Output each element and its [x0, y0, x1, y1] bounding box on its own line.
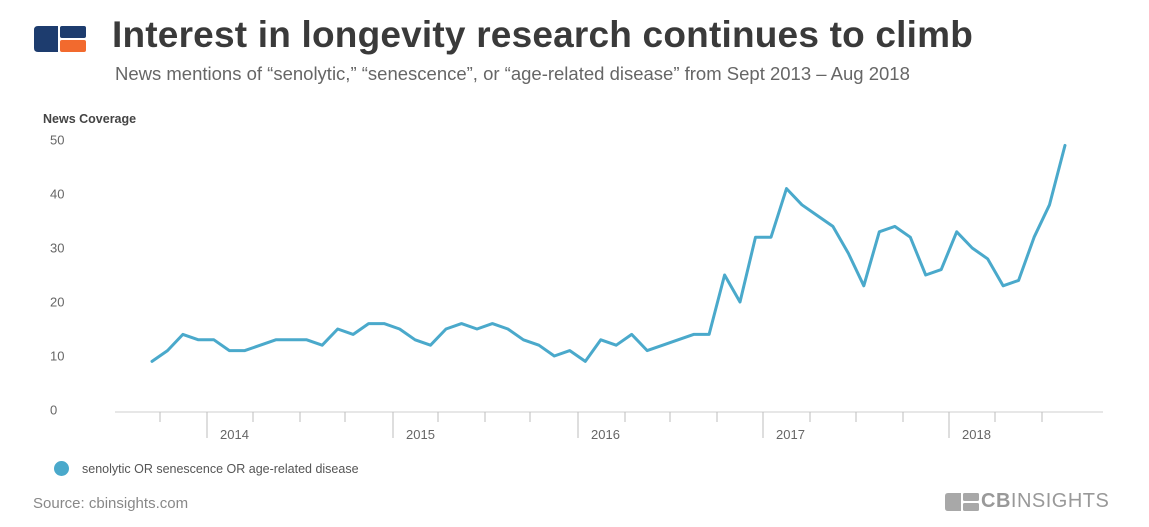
- x-tick-label: 2018: [962, 427, 991, 442]
- x-tick-label: 2015: [406, 427, 435, 442]
- brand-wordmark: CBINSIGHTS: [981, 490, 1109, 513]
- series-line: [150, 143, 1067, 363]
- cb-insights-logo-icon: [34, 26, 86, 52]
- y-axis-ticks: 0 10 20 30 40 50: [50, 133, 64, 418]
- brand-wordmark-bold: CB: [981, 490, 1011, 512]
- legend-label: senolytic OR senescence OR age-related d…: [82, 461, 359, 476]
- y-tick-label: 0: [50, 403, 57, 418]
- brand-wordmark-rest: INSIGHTS: [1010, 490, 1110, 512]
- source-note: Source: cbinsights.com: [33, 495, 189, 512]
- y-axis-label: News Coverage: [43, 112, 136, 126]
- y-tick-label: 10: [50, 349, 64, 364]
- x-tick-label: 2017: [776, 427, 805, 442]
- logo-top-right-block: [60, 26, 86, 38]
- chart-subtitle: News mentions of “senolytic,” “senescenc…: [115, 63, 910, 84]
- legend-marker-icon: [54, 461, 69, 476]
- brand-logo: CBINSIGHTS: [945, 490, 1109, 513]
- y-tick-label: 40: [50, 187, 64, 202]
- logo-bottom-right-block: [60, 40, 86, 52]
- chart-title: Interest in longevity research continues…: [112, 14, 974, 55]
- y-tick-label: 20: [50, 295, 64, 310]
- logo-left-block: [34, 26, 58, 52]
- cb-mark-icon: [945, 492, 979, 511]
- y-tick-label: 50: [50, 133, 64, 148]
- legend: senolytic OR senescence OR age-related d…: [54, 461, 359, 476]
- x-axis: 2014 2015 2016 2017 2018: [115, 411, 1103, 442]
- x-tick-label: 2016: [591, 427, 620, 442]
- x-tick-label: 2014: [220, 427, 249, 442]
- y-tick-label: 30: [50, 241, 64, 256]
